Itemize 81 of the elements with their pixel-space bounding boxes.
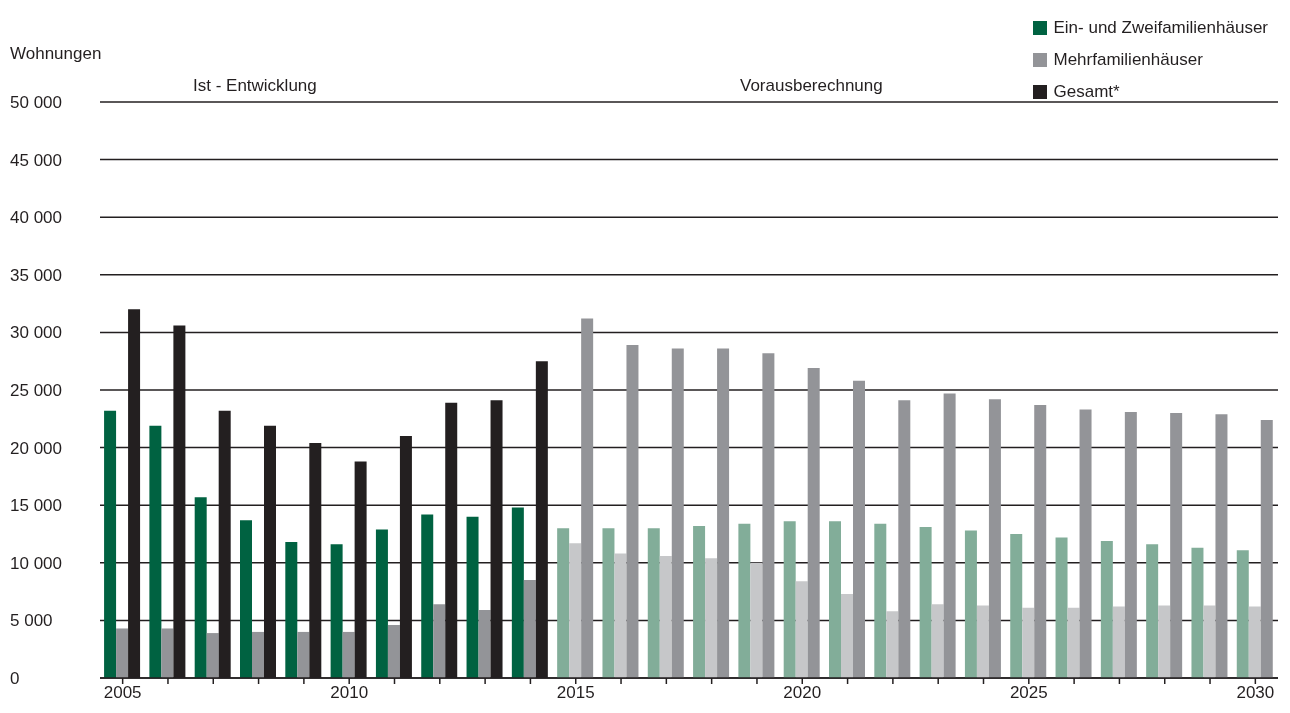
- bar: [1236, 550, 1249, 678]
- bar: [1191, 547, 1204, 678]
- bar: [976, 605, 989, 678]
- bar: [1112, 606, 1125, 678]
- bar: [602, 528, 615, 678]
- bar: [898, 400, 911, 678]
- bar: [1158, 605, 1171, 678]
- bar: [1260, 419, 1273, 678]
- bar: [671, 348, 684, 678]
- bar: [330, 544, 343, 678]
- bar: [738, 523, 751, 678]
- bar: [919, 527, 932, 678]
- x-tick-label: 2015: [556, 683, 595, 703]
- bar: [614, 553, 627, 678]
- bar: [1079, 409, 1092, 678]
- bar: [149, 425, 162, 678]
- bar: [1034, 404, 1047, 678]
- y-tick-label: 20 000: [10, 438, 62, 458]
- bar: [511, 507, 524, 678]
- bar: [1010, 534, 1023, 678]
- x-tick-label: 2025: [1009, 683, 1048, 703]
- bar: [988, 399, 1001, 678]
- bar: [943, 393, 956, 678]
- bar: [1100, 540, 1113, 678]
- bar: [693, 525, 706, 678]
- y-tick-label: 25 000: [10, 381, 62, 400]
- bar: [762, 353, 775, 678]
- bar: [717, 348, 730, 678]
- y-tick-label: 30 000: [10, 323, 62, 343]
- bar: [194, 497, 207, 678]
- legend-label: Ein- und Zweifamilienhäuser: [1053, 17, 1268, 39]
- bar: [1055, 537, 1068, 678]
- bar: [886, 611, 899, 678]
- bar: [853, 380, 865, 678]
- bar: [1124, 411, 1137, 678]
- text: Vorausberechnung: [740, 76, 883, 96]
- x-tick-label: 2005: [103, 683, 142, 703]
- y-tick-label: 10 000: [10, 553, 62, 573]
- legend-label: Mehrfamilienhäuser: [1053, 49, 1203, 71]
- bar: [647, 528, 660, 678]
- text: Ist - Entwicklung: [193, 76, 317, 96]
- bar: [964, 530, 977, 678]
- x-tick-label: 2030: [1236, 683, 1275, 703]
- bar: [1203, 605, 1216, 678]
- bar: [104, 410, 117, 678]
- y-tick-label: 40 000: [10, 208, 62, 228]
- bar: [807, 368, 820, 678]
- y-tick-label: 0: [10, 669, 20, 688]
- y-tick-label: 35 000: [10, 265, 62, 285]
- bar: [874, 523, 887, 678]
- x-tick-label: 2010: [330, 683, 369, 703]
- bar: [1170, 413, 1183, 678]
- y-axis-title: Wohnungen: [10, 44, 102, 64]
- bar: [659, 555, 672, 678]
- bar: [705, 558, 718, 678]
- bar: [466, 516, 479, 678]
- legend-label: Gesamt*: [1053, 81, 1120, 103]
- bar: [783, 521, 796, 678]
- bar: [375, 529, 388, 678]
- bar: [569, 543, 582, 678]
- bar: [581, 318, 594, 678]
- bar: [1067, 607, 1080, 678]
- bar: [1215, 414, 1228, 678]
- y-tick-label: 45 000: [10, 150, 62, 170]
- bar: [557, 528, 570, 678]
- bar: [240, 520, 252, 678]
- bar: [829, 521, 841, 678]
- bar: [421, 514, 434, 678]
- x-tick-label: 2020: [783, 683, 822, 703]
- bar: [795, 581, 808, 678]
- y-tick-label: 50 000: [10, 93, 62, 112]
- bar: [285, 542, 298, 678]
- bar: [841, 593, 853, 678]
- y-tick-label: 5 000: [10, 611, 53, 631]
- bar: [626, 345, 639, 678]
- bar: [1146, 544, 1159, 678]
- y-tick-label: 15 000: [10, 496, 62, 516]
- bar: [1248, 606, 1261, 678]
- bar: [750, 562, 763, 678]
- bar: [931, 604, 944, 678]
- bar: [1022, 607, 1035, 678]
